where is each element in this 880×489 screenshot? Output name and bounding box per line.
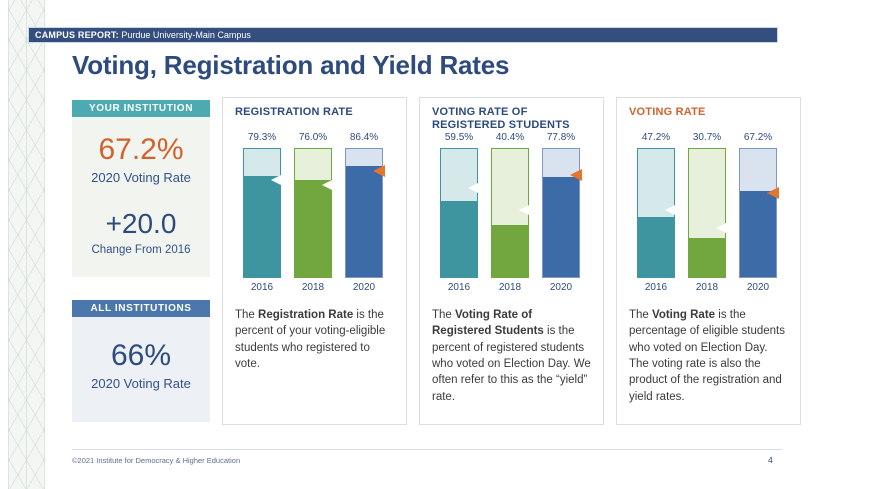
bar-year-label: 2018 — [498, 282, 522, 293]
chart-description: The Voting Rate of Registered Students i… — [432, 307, 591, 405]
bar-value-label: 40.4% — [495, 132, 525, 143]
bar-track — [542, 148, 582, 278]
your-voting-rate-label: 2020 Voting Rate — [91, 170, 191, 185]
description-text: is the percent of registered students wh… — [432, 325, 591, 403]
your-institution-stats: 67.2% 2020 Voting Rate +20.0 Change From… — [72, 117, 210, 277]
your-institution-card: YOUR INSTITUTION 67.2% 2020 Voting Rate … — [72, 100, 210, 277]
all-institutions-header: ALL INSTITUTIONS — [72, 300, 210, 317]
all-voting-rate-value: 66% — [110, 339, 172, 372]
description-term: Voting Rate — [652, 309, 716, 321]
description-text: The — [629, 309, 653, 321]
average-marker-icon — [767, 186, 779, 199]
bar-year-label: 2016 — [250, 282, 274, 293]
bar-value-label: 59.5% — [444, 132, 474, 143]
bar-column-2018: 76.0% 2018 — [294, 132, 334, 293]
bar-column-2016: 79.3% 2016 — [243, 132, 283, 293]
bar-fill — [740, 190, 776, 277]
bar-fill — [244, 175, 280, 277]
bar-column-2016: 47.2% 2016 — [637, 132, 677, 293]
bar-track — [440, 148, 480, 278]
chart-panel-1: REGISTRATION RATE 79.3% 2016 76.0% 2018 86.4%… — [222, 97, 407, 425]
chart-panel-title: VOTING RATE OF REGISTERED STUDENTS — [432, 106, 570, 131]
bar-year-label: 2016 — [447, 282, 471, 293]
bar-column-2016: 59.5% 2016 — [440, 132, 480, 293]
bar-fill — [295, 179, 331, 277]
cube-pattern-strip — [8, 0, 45, 489]
bar-track — [243, 148, 283, 278]
description-text: The — [235, 309, 259, 321]
bar-chart: 59.5% 2016 40.4% 2018 77.8% 2020 — [440, 132, 591, 293]
description-term: Voting Rate of Registered Students — [432, 309, 544, 338]
bar-value-label: 67.2% — [743, 132, 773, 143]
description-text: is the percent of your voting-eligible s… — [235, 309, 386, 370]
chart-description: The Voting Rate is the percentage of eli… — [629, 307, 788, 405]
campus-report-bar: CAMPUS REPORT: Purdue University-Main Ca… — [28, 27, 778, 43]
panels: REGISTRATION RATE 79.3% 2016 76.0% 2018 86.4%… — [222, 97, 801, 425]
bar-year-label: 2018 — [301, 282, 325, 293]
bar-track — [688, 148, 728, 278]
chart-panel-2: VOTING RATE OF REGISTERED STUDENTS 59.5% 2… — [419, 97, 604, 425]
bar-year-label: 2016 — [644, 282, 668, 293]
bar-value-label: 77.8% — [546, 132, 576, 143]
bar-chart: 79.3% 2016 76.0% 2018 86.4% 2020 — [243, 132, 394, 293]
bar-year-label: 2020 — [549, 282, 573, 293]
bar-year-label: 2018 — [695, 282, 719, 293]
description-term: Registration Rate — [258, 309, 354, 321]
bar-fill — [492, 225, 528, 277]
bar-track — [491, 148, 531, 278]
bar-year-label: 2020 — [352, 282, 376, 293]
campus-report-label: CAMPUS REPORT: — [35, 30, 119, 40]
your-voting-rate-value: 67.2% — [98, 133, 184, 166]
bar-fill — [689, 237, 725, 277]
bar-fill — [346, 166, 382, 277]
change-from-2016-label: Change From 2016 — [91, 244, 191, 256]
campus-report-value: Purdue University-Main Campus — [118, 30, 251, 40]
chart-panel-title: REGISTRATION RATE — [235, 106, 353, 118]
bar-column-2020: 77.8% 2020 — [542, 132, 582, 293]
average-marker-icon — [570, 169, 582, 182]
bar-chart: 47.2% 2016 30.7% 2018 67.2% 2020 — [637, 132, 788, 293]
average-marker-icon — [716, 221, 728, 234]
bar-value-label: 79.3% — [247, 132, 277, 143]
footer-copyright: ©2021 Institute for Democracy & Higher E… — [72, 456, 241, 465]
bar-column-2020: 86.4% 2020 — [345, 132, 385, 293]
page-title: Voting, Registration and Yield Rates — [72, 50, 510, 80]
all-institutions-card: ALL INSTITUTIONS 66% 2020 Voting Rate — [72, 300, 210, 422]
chart-panel-title: VOTING RATE — [629, 106, 706, 118]
bar-track — [345, 148, 385, 278]
all-voting-rate-label: 2020 Voting Rate — [91, 376, 191, 391]
bar-track — [294, 148, 334, 278]
average-marker-icon — [271, 174, 283, 187]
bar-value-label: 76.0% — [298, 132, 328, 143]
bar-track — [739, 148, 779, 278]
bar-year-label: 2020 — [746, 282, 770, 293]
your-institution-header: YOUR INSTITUTION — [72, 100, 210, 117]
description-text: The — [432, 309, 456, 321]
bar-value-label: 30.7% — [692, 132, 722, 143]
average-marker-icon — [468, 182, 480, 195]
bar-fill — [543, 177, 579, 277]
bar-track — [637, 148, 677, 278]
bar-column-2020: 67.2% 2020 — [739, 132, 779, 293]
average-marker-icon — [373, 165, 385, 178]
bar-column-2018: 30.7% 2018 — [688, 132, 728, 293]
bar-value-label: 47.2% — [641, 132, 671, 143]
average-marker-icon — [519, 203, 531, 216]
chart-panel-3: VOTING RATE 47.2% 2016 30.7% 2018 67.2% 2020 Th… — [616, 97, 801, 425]
average-marker-icon — [322, 178, 334, 191]
average-marker-icon — [665, 203, 677, 216]
bar-fill — [638, 216, 674, 277]
description-text: is the percentage of eligible students w… — [629, 309, 785, 403]
page-number: 4 — [768, 455, 773, 465]
footer-divider — [72, 449, 782, 450]
bar-column-2018: 40.4% 2018 — [491, 132, 531, 293]
all-institutions-stats: 66% 2020 Voting Rate — [72, 317, 210, 422]
bar-fill — [441, 200, 477, 277]
bar-value-label: 86.4% — [349, 132, 379, 143]
chart-description: The Registration Rate is the percent of … — [235, 307, 394, 372]
change-from-2016-value: +20.0 — [105, 208, 177, 239]
